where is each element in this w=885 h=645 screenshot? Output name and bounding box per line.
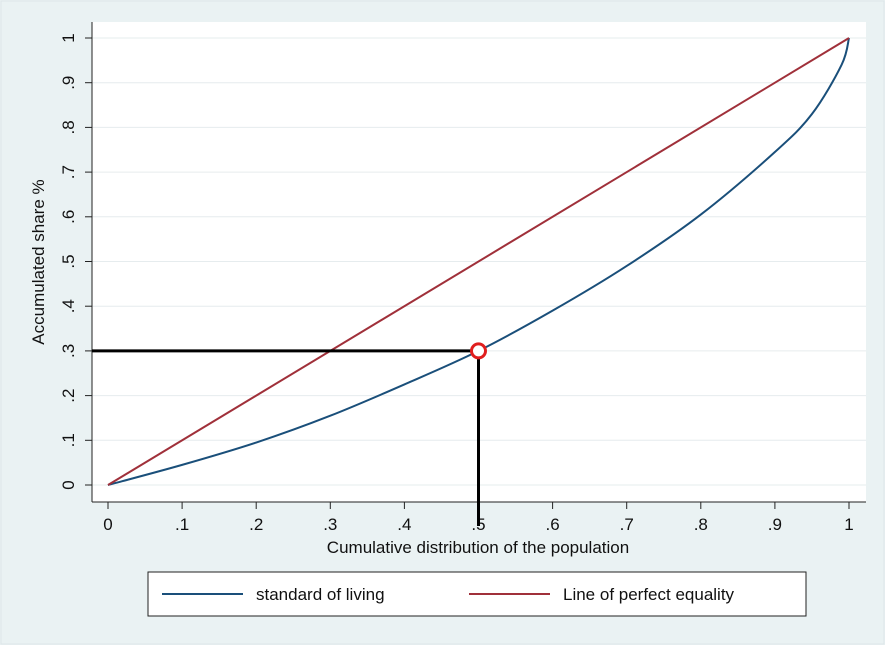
x-tick-label-9: .9 <box>768 515 782 534</box>
x-tick-label-6: .6 <box>546 515 560 534</box>
y-tick-label-1: .1 <box>59 433 78 447</box>
y-tick-label-9: .9 <box>59 76 78 90</box>
x-tick-label-10: 1 <box>844 515 853 534</box>
x-tick-label-0: 0 <box>103 515 112 534</box>
series-lines <box>107 37 850 486</box>
y-tick-label-6: .6 <box>59 210 78 224</box>
guide-lines <box>92 349 480 526</box>
y-tick-label-10: 1 <box>59 33 78 42</box>
y-tick-label-5: .5 <box>59 254 78 268</box>
y-tick-label-4: .4 <box>59 299 78 313</box>
x-tick-label-3: .3 <box>323 515 337 534</box>
x-tick-label-8: .8 <box>694 515 708 534</box>
series-line-perfect-equality <box>107 37 850 486</box>
x-axis-title: Cumulative distribution of the populatio… <box>327 538 629 557</box>
x-tick-label-4: .4 <box>397 515 411 534</box>
x-tick-label-2: .2 <box>249 515 263 534</box>
marker-layer <box>470 342 487 360</box>
legend: standard of living Line of perfect equal… <box>147 571 807 617</box>
legend-label-standard-of-living: standard of living <box>256 585 385 604</box>
highlight-point-marker <box>470 342 487 360</box>
x-tick-label-1: .1 <box>175 515 189 534</box>
legend-label-perfect-equality: Line of perfect equality <box>563 585 735 604</box>
y-tick-label-8: .8 <box>59 120 78 134</box>
y-axis-title: Accumulated share % <box>29 179 48 344</box>
series-line-standard-of-living <box>107 37 850 486</box>
x-tick-label-7: .7 <box>620 515 634 534</box>
y-tick-label-0: 0 <box>59 480 78 489</box>
y-tick-label-7: .7 <box>59 165 78 179</box>
y-tick-labels: 0 .1 .2 .3 .4 .5 .6 .7 .8 .9 1 <box>59 33 92 490</box>
y-tick-label-2: .2 <box>59 389 78 403</box>
y-tick-label-3: .3 <box>59 344 78 358</box>
